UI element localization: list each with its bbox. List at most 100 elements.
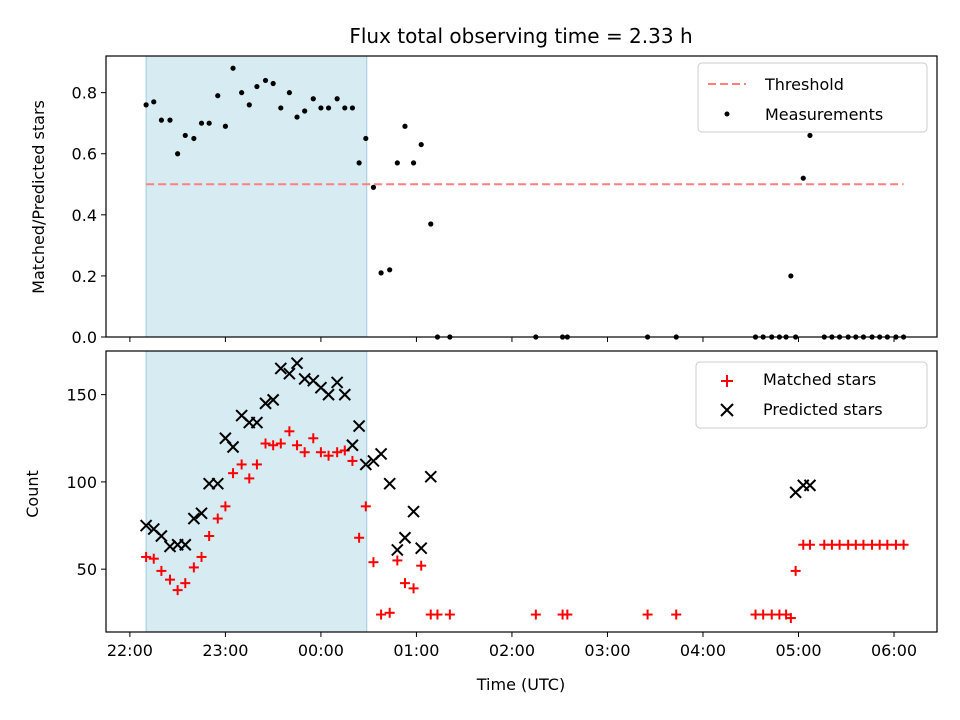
predicted-stars-point <box>352 419 366 433</box>
chart-title: Flux total observing time = 2.33 h <box>349 24 692 48</box>
measurement-point <box>836 334 843 340</box>
measurement-point <box>428 221 434 227</box>
matched-stars-point <box>284 426 295 437</box>
x-tick-label: 01:00 <box>393 641 439 660</box>
predicted-stars-point <box>346 439 359 452</box>
measurements-legend-swatch <box>724 111 730 117</box>
measurement-point <box>860 334 867 340</box>
matched-stars-point <box>148 553 159 564</box>
matched-stars-point <box>308 433 319 444</box>
measurement-point <box>394 160 400 166</box>
measurement-point <box>342 105 348 111</box>
axes-frame <box>105 350 938 633</box>
measurement-point <box>222 123 228 129</box>
predicted-stars-point <box>266 393 280 407</box>
matched-stars-point <box>384 607 395 618</box>
predicted-stars-legend-swatch <box>720 403 734 417</box>
measurement-point <box>206 120 212 126</box>
bottom-y-axis-label: Count <box>23 470 42 518</box>
measurement-point <box>318 105 324 111</box>
top-legend[interactable]: Threshold Measurements <box>697 62 928 133</box>
measurement-point <box>363 135 369 142</box>
matched-stars-point <box>858 539 869 550</box>
measurement-point <box>262 77 269 84</box>
matched-stars-point <box>347 455 358 466</box>
y-tick-label: 0.4 <box>72 206 97 225</box>
matched-stars-point <box>220 501 231 512</box>
predicted-stars-point <box>803 479 817 492</box>
x-tick-label: 00:00 <box>298 641 344 660</box>
measurement-point <box>286 90 292 96</box>
measurement-point <box>158 117 164 123</box>
bottom-legend[interactable]: Matched stars Predicted stars <box>695 361 928 429</box>
y-tick-label: 0.0 <box>72 328 97 347</box>
predicted-stars-point <box>211 477 224 490</box>
x-tick-label: 03:00 <box>584 641 630 660</box>
measurement-point <box>776 334 782 340</box>
measurement-point <box>783 334 789 340</box>
measurement-point <box>175 151 181 157</box>
matched-stars-point <box>432 609 443 620</box>
predicted-stars-point <box>155 529 168 543</box>
measurement-point <box>378 270 384 276</box>
measurement-point <box>387 267 393 273</box>
measurement-point <box>893 334 899 340</box>
predicted-stars-point <box>163 540 177 553</box>
measurement-point <box>447 334 453 340</box>
predicted-stars-point <box>274 362 288 375</box>
measurement-point <box>356 160 362 166</box>
y-tick-label: 150 <box>66 386 97 405</box>
x-tick-label: 05:00 <box>775 641 821 660</box>
matched-stars-point <box>834 539 845 550</box>
predicted-stars-point <box>283 367 296 380</box>
matched-stars-point <box>164 574 175 585</box>
measurement-point <box>246 102 252 108</box>
y-tick-label: 0.2 <box>72 267 97 286</box>
measurement-point <box>752 334 759 340</box>
measurement-point <box>151 99 157 105</box>
matched-stars-point <box>299 447 310 458</box>
measurement-point <box>434 334 441 340</box>
measurement-point <box>845 334 851 340</box>
matched-stars-point <box>360 501 371 512</box>
measurement-point <box>644 334 651 340</box>
measurement-point <box>230 65 236 71</box>
bottom-plot-area <box>139 357 909 624</box>
bottom-axes: 50 100 150 22:00 23:00 00:00 01:00 02:00 03:00 04… <box>66 350 938 660</box>
measurement-point <box>533 334 539 340</box>
measurement-point <box>884 334 890 340</box>
matched-stars-point <box>212 513 223 524</box>
measurement-point <box>182 132 188 139</box>
predicted-stars-point <box>226 440 240 454</box>
matched-stars-point <box>172 585 183 596</box>
predicted-stars-point <box>250 416 264 429</box>
top-y-axis-label: Matched/Predicted stars <box>29 100 48 294</box>
measurement-point <box>900 334 907 340</box>
measurement-point <box>821 334 827 340</box>
matched-stars-point <box>444 609 455 620</box>
measurement-point <box>418 141 424 148</box>
matched-stars-point <box>758 609 769 620</box>
measurement-point <box>198 120 205 126</box>
top-plot-area <box>143 65 907 340</box>
matched-stars-point <box>642 609 653 620</box>
matched-stars-point <box>408 583 419 594</box>
measurement-point <box>877 334 883 340</box>
matched-stars-point <box>399 578 410 589</box>
observing-window-span <box>145 55 368 338</box>
matched-stars-point <box>416 560 427 571</box>
measurement-point <box>869 334 875 340</box>
predicted-stars-point <box>330 376 344 389</box>
predicted-stars-point <box>359 458 373 471</box>
matched-stars-point <box>323 450 334 461</box>
measurement-point <box>760 334 766 340</box>
matched-stars-point <box>332 447 343 458</box>
matched-stars-point <box>275 438 286 449</box>
measurement-point <box>310 96 316 102</box>
top-legend-box <box>697 62 928 133</box>
x-tick-label: 02:00 <box>489 641 535 660</box>
matched-stars-point <box>260 438 271 449</box>
y-tick-label: 100 <box>66 473 97 492</box>
matched-stars-point <box>354 532 365 543</box>
matched-stars-point <box>204 531 215 542</box>
